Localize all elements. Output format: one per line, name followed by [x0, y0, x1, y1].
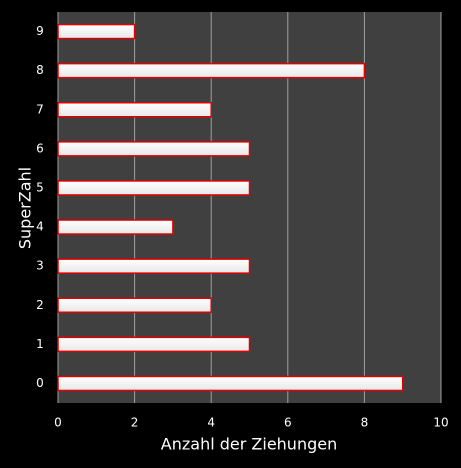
y-tick-label: 3	[36, 259, 44, 273]
x-axis-title: Anzahl der Ziehungen	[161, 435, 337, 454]
y-tick-label: 4	[36, 220, 44, 234]
x-tick-label: 2	[131, 416, 139, 430]
x-tick-label: 6	[284, 416, 292, 430]
y-tick-label: 1	[36, 337, 44, 351]
bar	[57, 375, 404, 392]
y-tick-label: 2	[36, 298, 44, 312]
bar	[57, 219, 174, 235]
y-tick-label: 5	[36, 180, 44, 194]
x-tick-label: 8	[361, 416, 369, 430]
bar	[57, 102, 212, 118]
bar	[57, 336, 251, 353]
x-tick-label: 0	[54, 416, 62, 430]
bar	[57, 180, 251, 196]
bar	[57, 62, 366, 79]
bar	[57, 141, 251, 157]
bar	[57, 23, 136, 40]
y-tick-label: 6	[36, 141, 44, 155]
y-tick-label: 8	[36, 63, 44, 77]
y-tick-label: 7	[36, 102, 44, 116]
y-tick-label: 0	[36, 376, 44, 390]
x-tick-label: 10	[433, 416, 448, 430]
y-axis-title: SuperZahl	[16, 167, 35, 249]
bar	[57, 297, 212, 313]
x-tick-label: 4	[207, 416, 215, 430]
bar	[57, 258, 251, 274]
y-tick-label: 9	[36, 24, 44, 38]
